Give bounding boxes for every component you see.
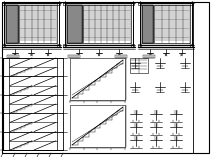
Bar bbox=[142, 5, 153, 43]
Bar bbox=[19, 5, 57, 43]
Bar bbox=[6, 5, 58, 43]
Bar bbox=[3, 43, 6, 46]
Bar bbox=[190, 43, 193, 46]
Bar bbox=[65, 3, 133, 45]
Bar bbox=[3, 2, 6, 5]
Bar bbox=[70, 105, 125, 147]
Bar bbox=[63, 43, 66, 46]
Bar bbox=[83, 5, 131, 43]
Bar bbox=[143, 55, 155, 58]
Bar bbox=[131, 43, 134, 46]
Bar bbox=[67, 5, 82, 43]
Bar bbox=[130, 58, 148, 73]
Bar bbox=[58, 2, 60, 5]
Bar bbox=[68, 55, 80, 58]
Bar bbox=[70, 58, 125, 100]
Bar bbox=[154, 5, 190, 43]
Bar bbox=[66, 5, 131, 43]
Bar bbox=[141, 5, 190, 43]
Bar bbox=[138, 43, 141, 46]
Bar bbox=[138, 2, 141, 5]
Bar bbox=[6, 5, 18, 43]
Bar bbox=[131, 2, 134, 5]
Bar bbox=[63, 2, 66, 5]
Bar bbox=[7, 55, 19, 58]
Bar bbox=[190, 2, 193, 5]
Bar bbox=[67, 5, 82, 43]
Bar bbox=[140, 3, 192, 45]
Bar bbox=[142, 5, 153, 43]
Bar bbox=[4, 3, 59, 45]
Bar bbox=[6, 5, 18, 43]
Bar bbox=[115, 55, 127, 58]
Bar bbox=[58, 43, 60, 46]
